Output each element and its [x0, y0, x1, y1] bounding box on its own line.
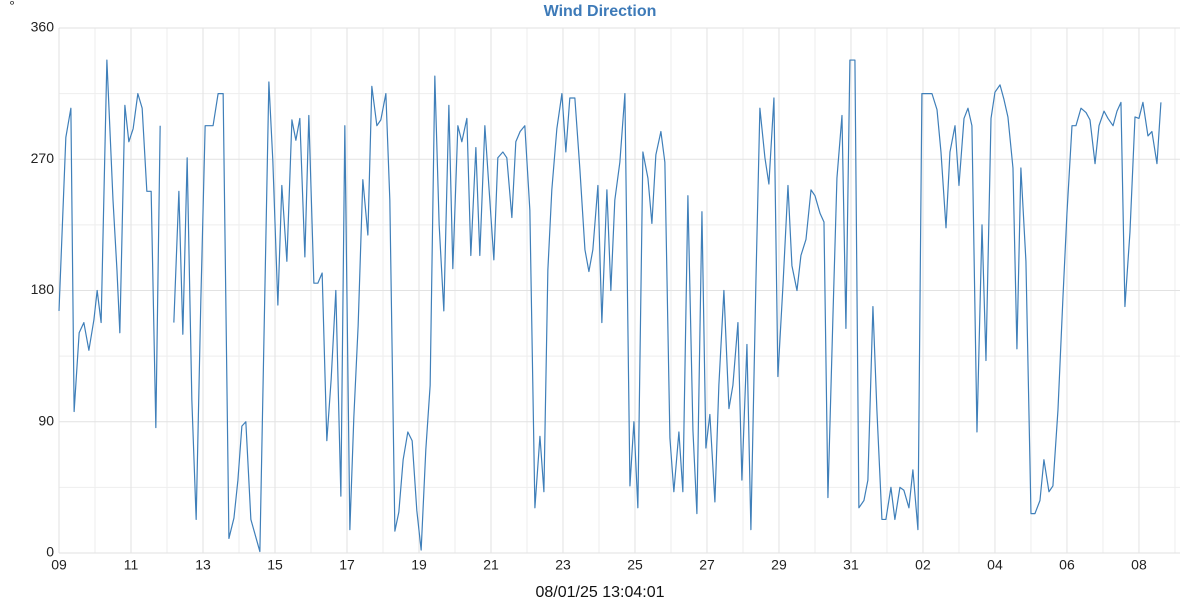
x-tick-label: 06: [1059, 557, 1075, 573]
x-tick-label: 27: [699, 557, 715, 573]
x-tick-label: 31: [843, 557, 859, 573]
y-tick-label: 0: [46, 544, 54, 560]
chart-title: Wind Direction: [544, 3, 657, 20]
x-tick-label: 17: [339, 557, 355, 573]
y-tick-label: 270: [31, 150, 55, 166]
y-unit: °: [9, 0, 15, 14]
x-tick-label: 02: [915, 557, 931, 573]
x-tick-label: 09: [51, 557, 67, 573]
y-tick-label: 90: [38, 412, 54, 428]
data-line: [58, 59, 1162, 553]
x-tick-label: 23: [555, 557, 571, 573]
x-axis-label: 08/01/25 13:04:01: [535, 584, 664, 600]
x-tick-label: 19: [411, 557, 427, 573]
x-tick-label: 13: [195, 557, 211, 573]
x-tick-label: 04: [987, 557, 1003, 573]
x-tick-label: 25: [627, 557, 643, 573]
x-tick-label: 21: [483, 557, 499, 573]
x-tick-label: 29: [771, 557, 787, 573]
x-tick-label: 11: [124, 557, 139, 573]
x-tick-label: 08: [1131, 557, 1147, 573]
y-tick-label: 180: [31, 281, 55, 297]
y-tick-label: 360: [31, 19, 55, 35]
x-tick-label: 15: [267, 557, 283, 573]
